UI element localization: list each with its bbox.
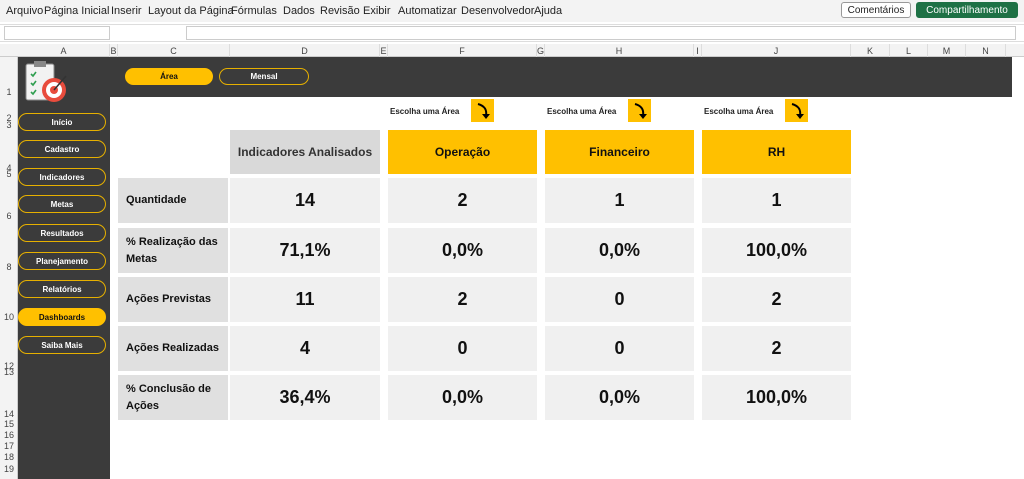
row-header[interactable]: 15 <box>3 419 14 429</box>
value-cell: 11 <box>230 277 380 322</box>
table-header: RH <box>702 130 851 174</box>
value-cell: 4 <box>230 326 380 371</box>
value-cell: 1 <box>545 178 694 223</box>
formula-input[interactable] <box>186 26 1016 40</box>
column-header[interactable]: F <box>388 44 537 57</box>
row-header[interactable]: 19 <box>3 464 14 474</box>
column-header[interactable]: E <box>380 44 388 57</box>
row-header-bar <box>0 57 18 479</box>
column-header[interactable]: D <box>230 44 380 57</box>
selector-arrow[interactable] <box>785 99 808 122</box>
row-label: % Realização das Metas <box>118 228 228 273</box>
menu-item[interactable]: Layout da Página <box>148 5 234 17</box>
menu-item[interactable]: Automatizar <box>398 5 457 17</box>
selector-label: Escolha uma Área <box>547 106 617 116</box>
selector-arrow[interactable] <box>628 99 651 122</box>
row-label: Ações Previstas <box>118 277 228 322</box>
menu-item[interactable]: Desenvolvedor <box>461 5 535 17</box>
selector-label: Escolha uma Área <box>704 106 774 116</box>
menu-item[interactable]: Revisão <box>320 5 360 17</box>
menu-bar <box>0 0 1024 22</box>
share-button[interactable]: Compartilhamento <box>916 2 1018 18</box>
logo-icon <box>25 61 67 102</box>
sidebar-button[interactable]: Indicadores <box>18 168 106 186</box>
row-header[interactable]: 6 <box>6 211 12 221</box>
menu-item[interactable]: Ajuda <box>534 5 563 17</box>
menu-item[interactable]: Dados <box>283 5 315 17</box>
area-button[interactable]: Área <box>125 68 213 85</box>
table-header: Operação <box>388 130 537 174</box>
value-cell: 0,0% <box>388 228 537 273</box>
value-cell: 100,0% <box>702 375 851 420</box>
formula-bar <box>0 24 1024 42</box>
value-cell: 0,0% <box>388 375 537 420</box>
column-header-bar <box>0 44 1024 57</box>
value-cell: 2 <box>702 277 851 322</box>
menu-item[interactable]: Inserir <box>111 5 142 17</box>
menu-item[interactable]: Fórmulas <box>231 5 277 17</box>
value-cell: 2 <box>388 178 537 223</box>
comments-button[interactable]: Comentários <box>841 2 911 18</box>
sidebar-button[interactable]: Metas <box>18 195 106 213</box>
value-cell: 0,0% <box>545 228 694 273</box>
row-header[interactable]: 14 <box>3 409 14 419</box>
sidebar-button[interactable]: Planejamento <box>18 252 106 270</box>
value-cell: 2 <box>702 326 851 371</box>
column-header[interactable]: N <box>966 44 1006 57</box>
column-header[interactable]: B <box>110 44 118 57</box>
row-header[interactable]: 16 <box>3 430 14 440</box>
value-cell: 0 <box>545 326 694 371</box>
value-cell: 0,0% <box>545 375 694 420</box>
sidebar <box>18 97 110 479</box>
value-cell: 100,0% <box>702 228 851 273</box>
sidebar-button[interactable]: Início <box>18 113 106 131</box>
value-cell: 71,1% <box>230 228 380 273</box>
column-header[interactable]: L <box>890 44 928 57</box>
row-header[interactable]: 10 <box>3 312 14 322</box>
column-header[interactable]: I <box>694 44 702 57</box>
sidebar-button[interactable]: Relatórios <box>18 280 106 298</box>
value-cell: 14 <box>230 178 380 223</box>
row-header[interactable]: 4 <box>6 163 12 173</box>
value-cell: 0 <box>545 277 694 322</box>
row-header[interactable]: 13 <box>3 367 14 377</box>
table-header: Indicadores Analisados <box>230 130 380 174</box>
value-cell: 2 <box>388 277 537 322</box>
column-header[interactable]: J <box>702 44 851 57</box>
menu-item[interactable]: Página Inicial <box>44 5 110 17</box>
column-header[interactable]: H <box>545 44 694 57</box>
row-label: Ações Realizadas <box>118 326 228 371</box>
sidebar-button[interactable]: Resultados <box>18 224 106 242</box>
name-box[interactable] <box>4 26 110 40</box>
row-label: % Conclusão de Ações <box>118 375 228 420</box>
monthly-button[interactable]: Mensal <box>219 68 309 85</box>
column-header[interactable]: G <box>537 44 545 57</box>
row-header[interactable]: 17 <box>3 441 14 451</box>
row-header[interactable]: 12 <box>3 361 14 371</box>
selector-label: Escolha uma Área <box>390 106 460 116</box>
column-header[interactable]: C <box>118 44 230 57</box>
value-cell: 1 <box>702 178 851 223</box>
menu-item[interactable]: Exibir <box>363 5 391 17</box>
sidebar-button[interactable]: Saiba Mais <box>18 336 106 354</box>
column-header[interactable]: M <box>928 44 966 57</box>
row-header[interactable]: 1 <box>6 87 12 97</box>
row-header[interactable]: 2 <box>6 113 12 123</box>
row-header[interactable]: 3 <box>6 120 12 130</box>
row-label: Quantidade <box>118 178 228 223</box>
selector-arrow[interactable] <box>471 99 494 122</box>
value-cell: 0 <box>388 326 537 371</box>
column-header[interactable]: K <box>851 44 890 57</box>
value-cell: 36,4% <box>230 375 380 420</box>
sidebar-button[interactable]: Cadastro <box>18 140 106 158</box>
menu-item[interactable]: Arquivo <box>6 5 44 17</box>
table-header: Financeiro <box>545 130 694 174</box>
row-header[interactable]: 5 <box>6 169 12 179</box>
row-header[interactable]: 8 <box>6 262 12 272</box>
sidebar-button[interactable]: Dashboards <box>18 308 106 326</box>
column-header[interactable]: A <box>18 44 110 57</box>
row-header[interactable]: 18 <box>3 452 14 462</box>
